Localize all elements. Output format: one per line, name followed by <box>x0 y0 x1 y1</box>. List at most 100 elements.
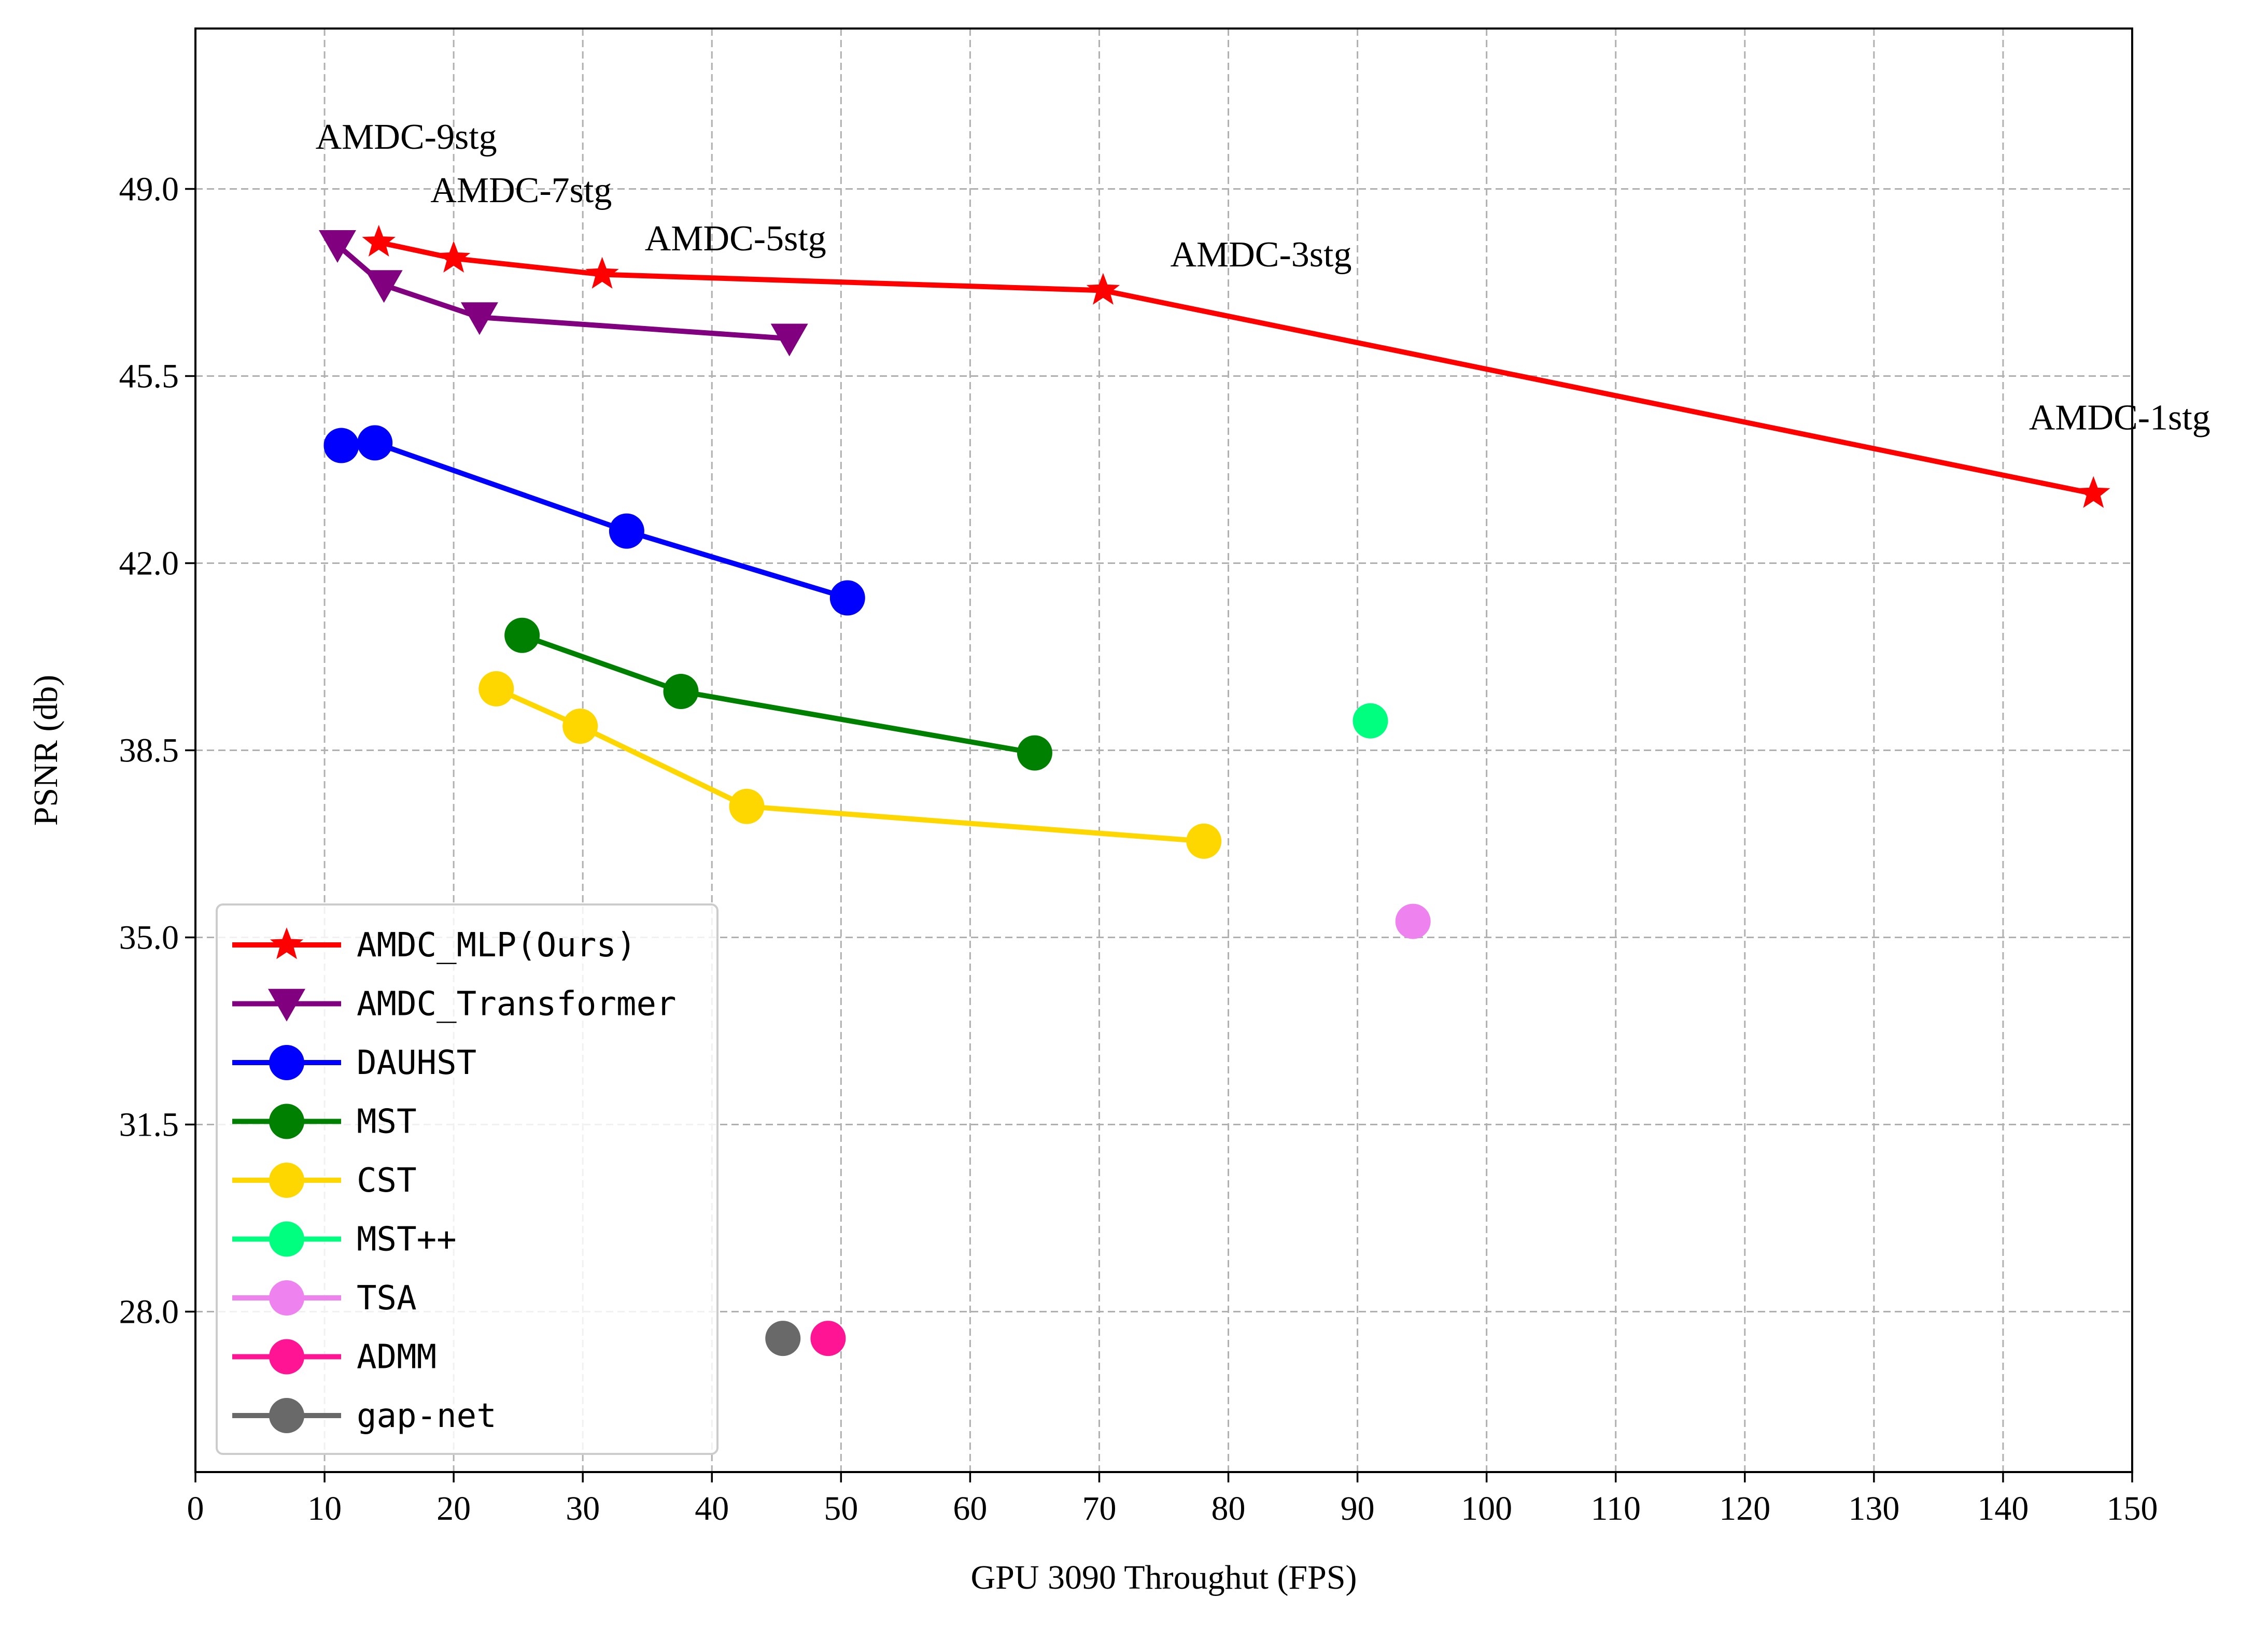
data-point <box>765 1321 801 1356</box>
legend-marker <box>269 1163 304 1198</box>
annotation-label: AMDC-9stg <box>316 117 497 157</box>
series-amdc-mlp-ours <box>362 224 2110 508</box>
series-mst <box>504 617 1052 771</box>
legend-label: TSA <box>357 1279 417 1318</box>
x-tick-label: 30 <box>566 1490 600 1528</box>
data-point <box>1017 735 1052 771</box>
legend-item-mst: MST <box>232 1103 417 1141</box>
series-cst <box>478 671 1222 859</box>
legend-item-mst: MST++ <box>232 1221 457 1259</box>
annotation-label: AMDC-7stg <box>430 171 612 210</box>
series-gap-net <box>765 1321 801 1356</box>
data-point <box>663 674 699 710</box>
grid <box>195 29 2132 1472</box>
data-point <box>729 788 765 824</box>
series <box>318 224 2110 1356</box>
data-point <box>365 270 403 303</box>
x-tick-label: 130 <box>1848 1490 1899 1528</box>
x-tick-label: 0 <box>187 1490 204 1528</box>
x-tick-label: 80 <box>1212 1490 1246 1528</box>
annotations: AMDC-9stg AMDC-7stg AMDC-5stg AMDC-3stg AMDC… <box>316 117 2210 438</box>
data-point <box>585 257 619 289</box>
x-tick-label: 20 <box>436 1490 471 1528</box>
legend-label: MST++ <box>357 1221 457 1259</box>
legend-item-cst: CST <box>232 1162 417 1200</box>
y-tick-label: 38.5 <box>119 732 179 770</box>
legend-item-amdc-mlp-ours: AMDC_MLP(Ours) <box>232 926 636 965</box>
series-line-cst <box>494 686 1207 844</box>
series-line-dauhst <box>339 440 850 601</box>
series-line-amdc-transformer <box>335 242 792 342</box>
x-tick-label: 60 <box>953 1490 987 1528</box>
x-tick-label: 70 <box>1082 1490 1116 1528</box>
series-admm <box>810 1321 846 1356</box>
legend-item-admm: ADMM <box>232 1338 436 1377</box>
legend-marker <box>269 1045 304 1080</box>
data-point <box>810 1321 846 1356</box>
legend-label: MST <box>357 1103 417 1141</box>
x-tick-label: 150 <box>2107 1490 2158 1528</box>
data-point <box>562 709 598 744</box>
y-tick-label: 35.0 <box>119 919 179 957</box>
legend-item-gap-net: gap-net <box>232 1397 497 1435</box>
annotation-label: AMDC-5stg <box>645 219 826 259</box>
data-point <box>504 617 540 653</box>
legend-label: DAUHST <box>357 1044 476 1082</box>
y-tick-label: 49.0 <box>119 170 179 208</box>
legend-marker <box>269 1398 304 1433</box>
data-point <box>1353 703 1388 739</box>
legend-label: CST <box>357 1162 417 1200</box>
y-tick-label: 28.0 <box>119 1293 179 1331</box>
data-point <box>2077 476 2110 508</box>
data-point <box>362 224 396 257</box>
legend-label: gap-net <box>357 1397 497 1435</box>
series-dauhst <box>323 425 865 616</box>
data-point <box>609 513 644 549</box>
data-point <box>829 580 865 616</box>
x-axis-label: GPU 3090 Throughut (FPS) <box>970 1559 1357 1596</box>
legend-marker <box>269 1339 304 1375</box>
x-tick-label: 110 <box>1590 1490 1641 1528</box>
series-mst <box>1353 703 1388 739</box>
legend-marker <box>269 1280 304 1316</box>
legend-item-dauhst: DAUHST <box>232 1044 476 1082</box>
data-point <box>318 230 356 263</box>
x-tick-label: 100 <box>1461 1490 1512 1528</box>
legend-marker <box>269 1221 304 1257</box>
legend-marker <box>268 988 305 1022</box>
data-point <box>436 241 471 273</box>
x-tick-label: 40 <box>695 1490 729 1528</box>
data-point <box>770 323 808 357</box>
data-point <box>1395 903 1431 939</box>
data-point <box>478 671 514 706</box>
x-tick-label: 120 <box>1719 1490 1770 1528</box>
data-point <box>1086 273 1120 305</box>
legend-marker <box>270 927 304 959</box>
x-tick-label: 10 <box>307 1490 342 1528</box>
y-axis-label: PSNR (db) <box>27 675 65 826</box>
legend-item-tsa: TSA <box>232 1279 417 1318</box>
y-tick-label: 42.0 <box>119 544 179 582</box>
data-point <box>357 425 393 461</box>
legend-box <box>216 903 719 1455</box>
legend-label: ADMM <box>357 1338 436 1377</box>
axis-ticks: 0 10 20 30 40 50 60 70 80 90 100 110 120 130 140 150 28.… <box>119 170 2158 1528</box>
x-tick-label: 90 <box>1341 1490 1375 1528</box>
data-point <box>1186 823 1222 859</box>
legend: AMDC_MLP(Ours) AMDC_Transformer DAUHST MST C… <box>216 903 719 1455</box>
y-tick-label: 45.5 <box>119 357 179 395</box>
legend-marker <box>269 1104 304 1139</box>
series-line-amdc-mlp-ours <box>376 239 2096 497</box>
x-tick-label: 140 <box>1977 1490 2028 1528</box>
legend-item-amdc-transformer: AMDC_Transformer <box>232 985 677 1024</box>
series-amdc-transformer <box>318 230 808 357</box>
data-point <box>323 428 359 463</box>
series-tsa <box>1395 903 1431 939</box>
x-tick-label: 50 <box>824 1490 858 1528</box>
annotation-label: AMDC-1stg <box>2029 398 2210 438</box>
y-tick-label: 31.5 <box>119 1106 179 1144</box>
data-point <box>460 302 498 335</box>
legend-label: AMDC_Transformer <box>357 985 677 1024</box>
annotation-label: AMDC-3stg <box>1170 235 1351 275</box>
